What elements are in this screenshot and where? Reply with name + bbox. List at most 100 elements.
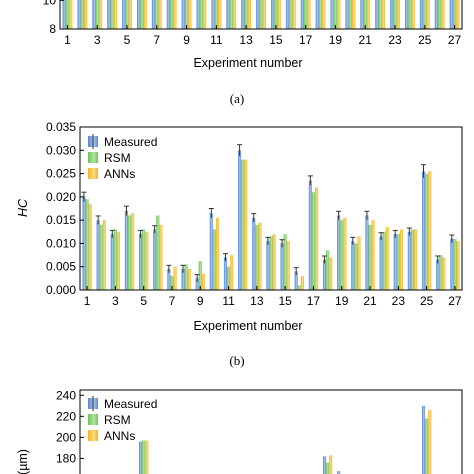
panel-a-bar-rsm-14 (259, 0, 263, 29)
panel-b-bar-anns-18 (329, 257, 333, 290)
panel-a-bar-measured-2 (77, 0, 81, 29)
panel-b-bar-rsm-19 (340, 220, 344, 290)
panel-b-bar-anns-3 (116, 231, 121, 290)
panel-a-bar-anns-12 (232, 0, 237, 29)
panel-a-bar-rsm-11 (214, 0, 218, 29)
panel-a-bar-anns-27 (456, 0, 460, 29)
panel-a-bar-anns-26 (441, 0, 445, 29)
panel-b-bar-anns-23 (399, 229, 403, 290)
panel-c-ytick-label-220: 220 (56, 409, 76, 423)
panel-b-bar-rsm-20 (354, 243, 358, 290)
panel-a-bar-rsm-26 (438, 0, 442, 29)
panel-b-bar-rsm-3 (113, 229, 117, 290)
panel-c-ytick-label-240: 240 (56, 388, 76, 402)
panel-a-bar-measured-11 (211, 0, 215, 29)
panel-c-bar-measured-25 (421, 405, 426, 474)
panel-a-bar-measured-10 (196, 0, 200, 29)
panel-a-bar-measured-6 (136, 0, 141, 29)
panel-b-bar-anns-2 (102, 220, 106, 290)
panel-a-bar-rsm-1 (65, 0, 70, 29)
panel-b-bar-measured-17 (308, 180, 312, 290)
panel-b-bar-anns-5 (145, 231, 149, 290)
panel-a-bar-anns-11 (217, 0, 222, 29)
panel-a-bar-rsm-3 (95, 0, 99, 29)
panel-b-bar-measured-22 (379, 236, 383, 290)
panel-b-bar-rsm-27 (453, 238, 457, 290)
panel-a-bar-measured-20 (345, 0, 349, 29)
panel-b-ytick-label-0.000: 0.000 (46, 283, 76, 297)
panel-b-bar-rsm-13 (255, 224, 259, 290)
panel-a-bar-rsm-12 (229, 0, 233, 29)
panel-b-bar-measured-20 (351, 241, 355, 290)
panel-a-bar-measured-23 (390, 0, 394, 29)
panel-b-xlabel: Experiment number (193, 319, 302, 333)
panel-b-xtick-label-27: 27 (448, 294, 462, 308)
panel-c-bar-rsm-18 (326, 462, 330, 474)
panel-a-bar-anns-15 (277, 0, 281, 29)
panel-b-bar-rsm-1 (85, 199, 89, 290)
panel-b-xtick-label-9: 9 (197, 294, 204, 308)
panel-a-bar-rsm-21 (363, 0, 367, 29)
panel-a-bar-anns-20 (351, 0, 356, 29)
panel-b-bar-anns-10 (215, 217, 220, 290)
panel-a-bar-anns-22 (381, 0, 386, 29)
panel-c-ytick-label-180: 180 (56, 451, 76, 465)
panel-b-bar-anns-22 (385, 227, 389, 290)
panel-a-bar-rsm-19 (333, 0, 338, 29)
panel-a-bar-anns-21 (366, 0, 371, 29)
panel-c-bar-measured-18 (322, 456, 327, 474)
panel-c-bar-measured-19 (337, 471, 341, 474)
panel-b-bar-anns-26 (442, 257, 446, 290)
panel-a-bar-anns-9 (188, 0, 192, 29)
panel-a-frame (59, 0, 463, 30)
panel-b-bar-anns-16 (300, 276, 304, 290)
panel-a-bar-anns-7 (158, 0, 162, 29)
panel-b-bar-measured-2 (96, 220, 100, 290)
panel-c-legend-label-anns: ANNs (104, 429, 135, 443)
panel-a-xtick-label-25: 25 (418, 33, 432, 47)
panel-b-bar-rsm-2 (99, 224, 103, 290)
panel-a-bar-measured-26 (434, 0, 439, 29)
panel-b-bar-measured-21 (365, 215, 369, 290)
panel-a-bar-anns-1 (69, 0, 73, 29)
panel-a-bar-measured-13 (241, 0, 245, 29)
panel-b-bar-anns-25 (428, 171, 432, 290)
panel-b-bar-rsm-12 (241, 159, 245, 290)
panel-a-bar-measured-22 (375, 0, 379, 29)
panel-b-bar-rsm-4 (127, 215, 132, 290)
panel-c-frame (79, 389, 463, 474)
panel-b-bar-measured-15 (280, 243, 284, 290)
panel-a-bar-anns-8 (173, 0, 177, 29)
panel-b-xtick-label-13: 13 (250, 294, 264, 308)
panel-a-bar-anns-5 (128, 0, 132, 29)
panel-b-bar-rsm-8 (184, 264, 188, 290)
panel-b-bar-measured-6 (153, 229, 157, 290)
panel-a-bar-rsm-13 (244, 0, 248, 29)
panel-a-xtick-label-3: 3 (94, 33, 101, 47)
panel-b-xtick-label-15: 15 (278, 294, 292, 308)
panel-a-bar-rsm-15 (274, 0, 278, 29)
panel-a-bar-rsm-16 (289, 0, 293, 29)
panel-c-legend-label-rsm: RSM (104, 413, 131, 427)
panel-c-legend-swatch-anns (88, 430, 98, 441)
panel-a-bar-measured-12 (226, 0, 230, 29)
panel-a-xtick-label-7: 7 (153, 33, 160, 47)
panel-b-xtick-label-11: 11 (222, 294, 235, 308)
panel-b-frame (79, 126, 463, 291)
panel-b-bar-measured-27 (450, 238, 454, 290)
panel-b-xtick-label-23: 23 (392, 294, 406, 308)
panel-a-xtick-label-13: 13 (239, 33, 253, 47)
panel-a-bar-anns-4 (113, 0, 118, 29)
panel-a-bar-rsm-7 (155, 0, 159, 29)
panel-c-bar-measured-5 (139, 441, 143, 474)
panel-b-bar-rsm-14 (269, 236, 273, 290)
panel-a-xtick-label-21: 21 (359, 33, 373, 47)
panel-b-bar-measured-13 (252, 217, 256, 290)
panel-a-bar-anns-24 (411, 0, 415, 29)
panel-a-ytick-label-8: 8 (49, 22, 56, 36)
panel-b-ytick-label-0.020: 0.020 (46, 190, 76, 204)
panel-a-bar-anns-3 (98, 0, 103, 29)
panel-b-ytick-label-0.025: 0.025 (46, 167, 76, 181)
panel-b-bar-rsm-9 (198, 261, 202, 290)
panel-b-bar-anns-6 (159, 224, 163, 290)
